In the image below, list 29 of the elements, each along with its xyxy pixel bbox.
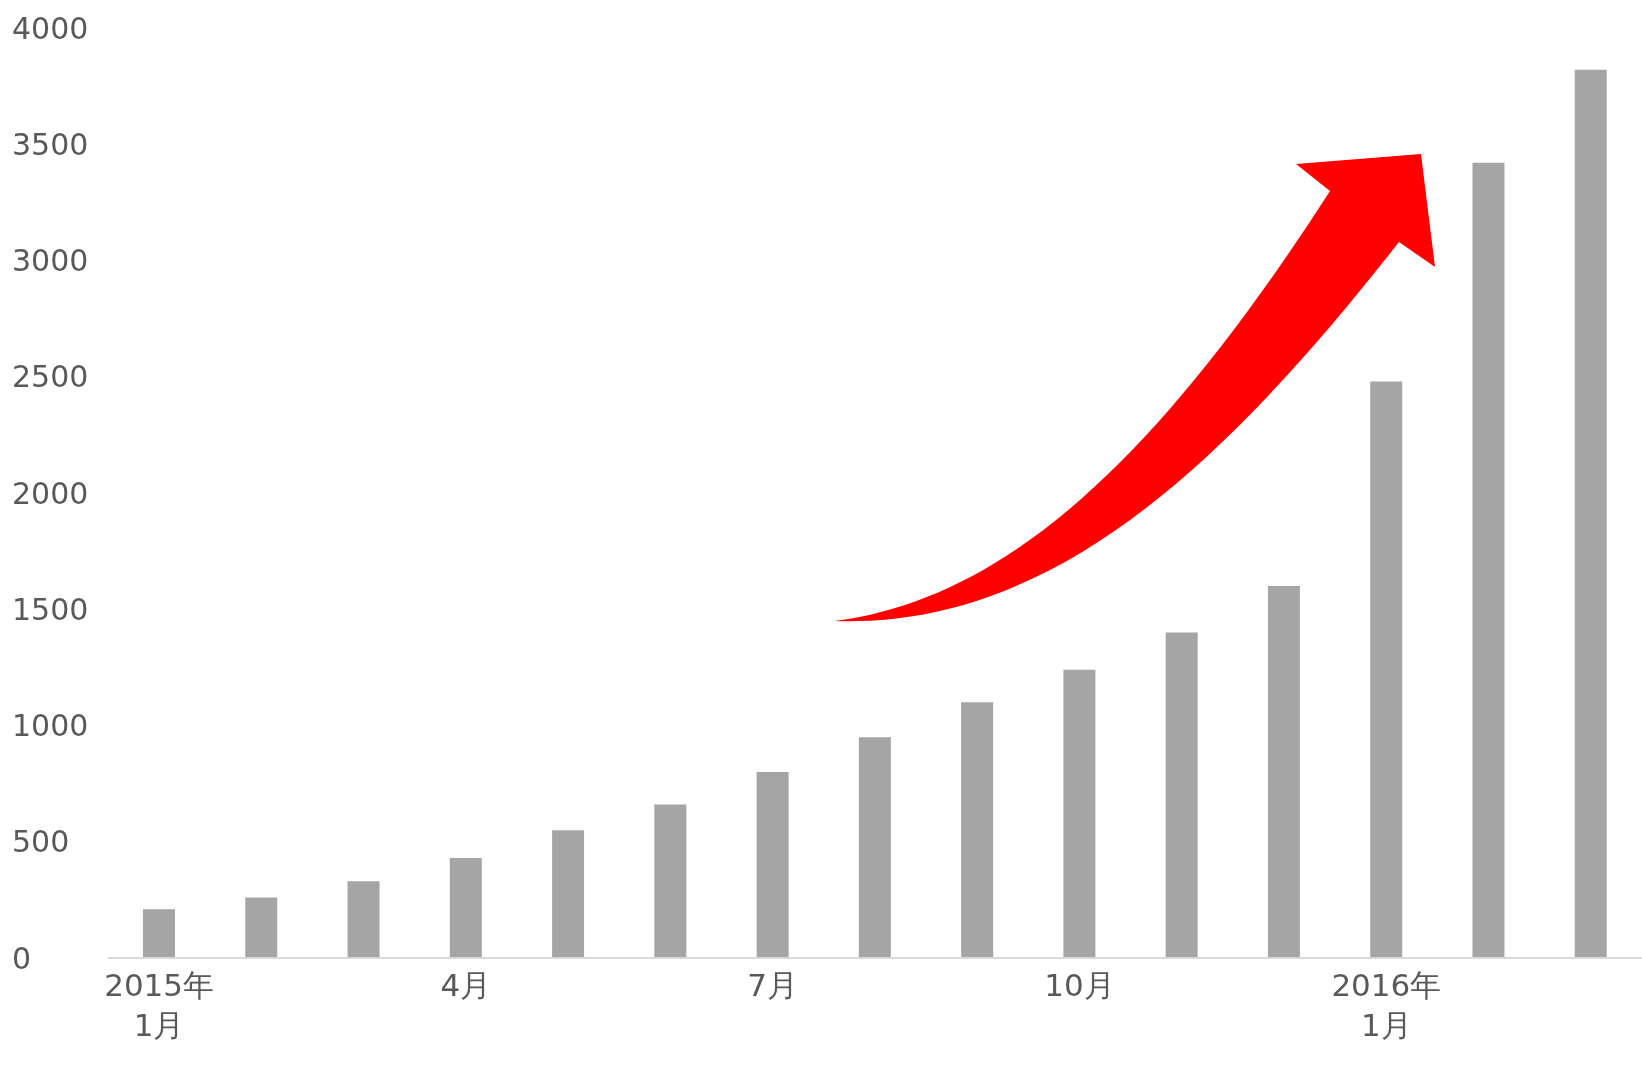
x-tick-label: 10月 bbox=[1044, 967, 1115, 1003]
bar bbox=[1472, 162, 1505, 958]
bar bbox=[756, 772, 789, 958]
y-tick-label: 1500 bbox=[12, 591, 89, 627]
bar bbox=[858, 737, 891, 958]
x-tick-label: 2016年 1月 bbox=[1331, 967, 1442, 1043]
bar bbox=[654, 804, 687, 958]
bar bbox=[143, 909, 175, 958]
y-tick-label: 3000 bbox=[12, 243, 89, 279]
bar bbox=[1267, 586, 1300, 958]
bar bbox=[552, 830, 585, 958]
y-tick-label: 500 bbox=[12, 824, 70, 860]
bar bbox=[1165, 632, 1198, 958]
x-tick-label: 2015年 1月 bbox=[104, 967, 215, 1043]
x-tick-label: 7月 bbox=[747, 967, 799, 1003]
y-tick-label: 2500 bbox=[12, 359, 89, 395]
bar bbox=[1574, 69, 1607, 958]
bar bbox=[245, 897, 278, 958]
y-tick-label: 3500 bbox=[12, 126, 89, 162]
y-tick-label: 1000 bbox=[12, 708, 89, 744]
bar bbox=[961, 702, 994, 958]
y-tick-label: 0 bbox=[12, 940, 32, 976]
y-tick-label: 2000 bbox=[12, 475, 89, 511]
bar bbox=[347, 881, 380, 958]
bar bbox=[1063, 669, 1096, 958]
x-tick-label: 4月 bbox=[440, 967, 492, 1003]
y-tick-label: 4000 bbox=[12, 10, 89, 46]
bar bbox=[449, 858, 482, 958]
bar bbox=[1370, 381, 1403, 958]
